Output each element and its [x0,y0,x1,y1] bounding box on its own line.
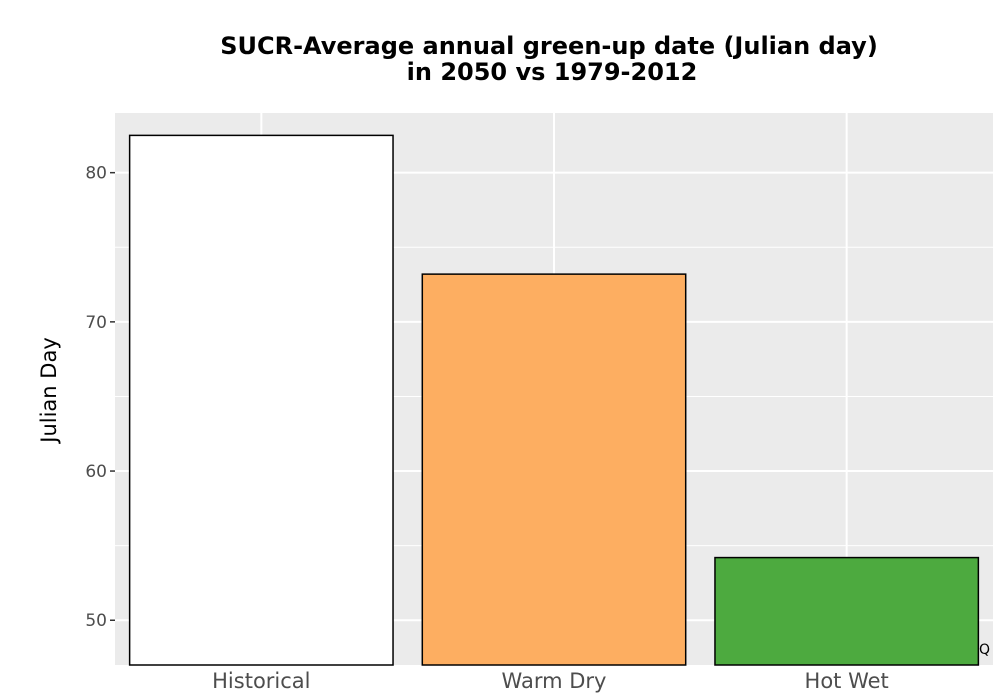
x-tick-label: Hot Wet [805,669,889,693]
bar-hot-wet [714,556,980,666]
y-tick-label: 50 [85,611,107,631]
corner-note: Q [979,642,990,658]
chart-title: SUCR-Average annual green-up date (Julia… [220,32,878,86]
y-tick-label: 80 [85,164,107,184]
bars [128,134,980,666]
bar-warm-dry [421,273,687,666]
x-tick-label: Warm Dry [502,669,607,693]
x-axis: Historical Warm Dry Hot Wet [212,669,889,693]
chart-title-line-1: SUCR-Average annual green-up date (Julia… [220,32,878,60]
x-tick-label: Historical [212,669,310,693]
bar-historical [128,134,394,666]
y-tick-label: 70 [85,313,107,333]
chart-title-line-2: in 2050 vs 1979-2012 [407,58,698,86]
y-tick-label: 60 [85,462,107,482]
y-axis: 50 60 70 80 [85,164,115,631]
y-axis-title: Julian Day [37,337,61,445]
